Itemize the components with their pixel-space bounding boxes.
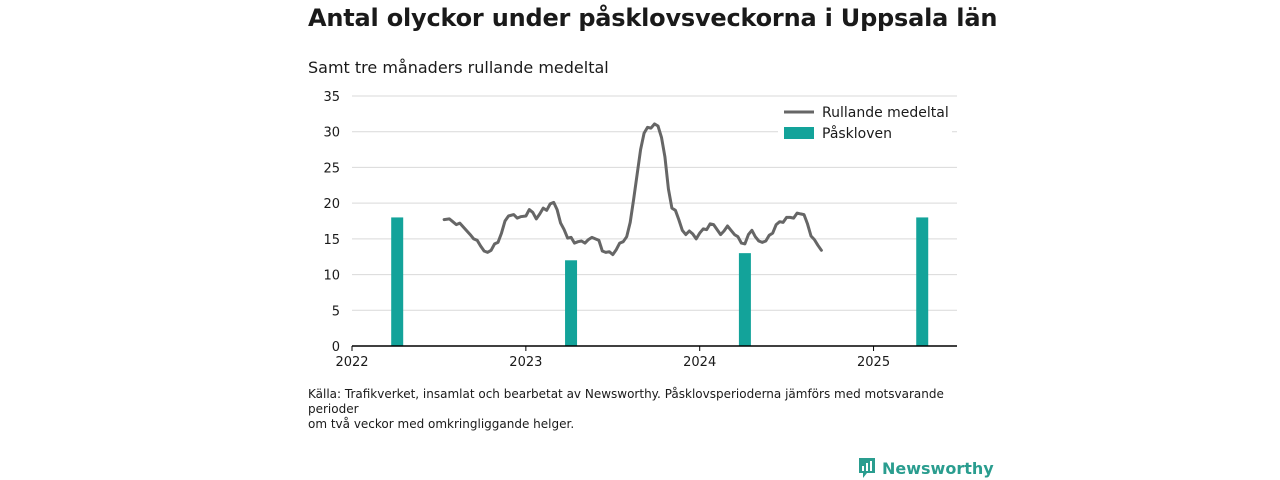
brand-logo: Newsworthy (858, 457, 994, 479)
newsworthy-logo-icon (859, 458, 875, 478)
bar-series (391, 217, 929, 346)
x-tick-label: 2023 (509, 355, 542, 370)
y-tick-label: 10 (323, 269, 340, 284)
legend: Rullande medeltal Påskloven (778, 104, 952, 150)
y-tick-label: 20 (323, 197, 340, 212)
bar (391, 217, 404, 346)
line-series (442, 122, 823, 257)
y-tick-label: 15 (323, 233, 340, 248)
bar (738, 253, 751, 346)
legend-label-line: Rullande medeltal (822, 105, 949, 121)
y-tick-label: 5 (332, 304, 340, 319)
bar (916, 217, 929, 346)
x-tick-label: 2024 (683, 355, 716, 370)
source-line-1: Källa: Trafikverket, insamlat och bearbe… (308, 387, 944, 416)
chart-subtitle: Samt tre månaders rullande medeltal (308, 58, 609, 77)
x-tick-label: 2025 (857, 355, 890, 370)
y-tick-label: 0 (332, 340, 340, 355)
x-tick-label: 2022 (335, 355, 368, 370)
line-path (442, 122, 823, 257)
legend-label-bar: Påskloven (822, 125, 892, 142)
legend-swatch-bar (784, 127, 814, 139)
source-line-2: om två veckor med omkringliggande helger… (308, 417, 575, 431)
chart-title: Antal olyckor under påsklovsveckorna i U… (308, 4, 998, 32)
y-tick-label: 30 (323, 126, 340, 141)
bar (565, 260, 578, 346)
gridlines (352, 95, 957, 311)
source-note: Källa: Trafikverket, insamlat och bearbe… (308, 387, 948, 432)
y-tick-label: 35 (323, 90, 340, 105)
y-tick-label: 25 (323, 161, 340, 176)
brand-name: Newsworthy (882, 458, 994, 478)
